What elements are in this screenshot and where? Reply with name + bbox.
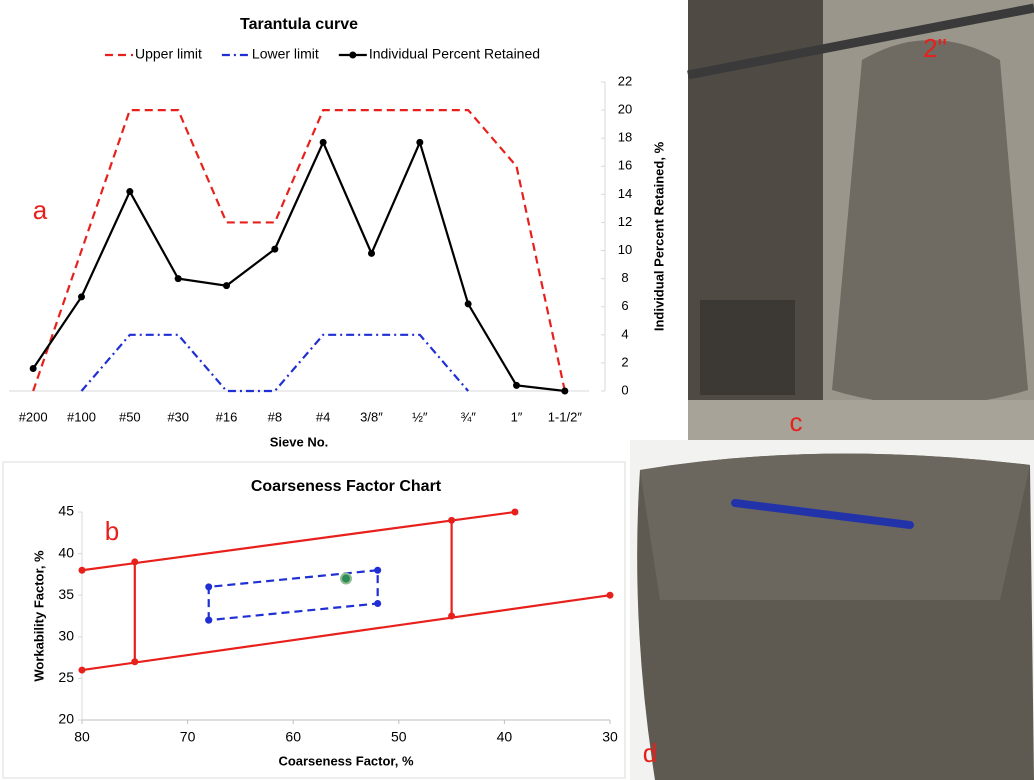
- point: [271, 245, 279, 253]
- point: [513, 381, 520, 389]
- y-tick-label: 10: [618, 242, 632, 257]
- point: [464, 300, 472, 308]
- point: [340, 572, 352, 585]
- x-tick-label: #30: [167, 409, 189, 424]
- chart-title: Coarseness Factor Chart: [251, 478, 442, 495]
- annotation: 2": [923, 33, 947, 63]
- series-line: [207, 569, 379, 622]
- x-tick-label: ¾″: [460, 409, 476, 424]
- point: [174, 275, 182, 283]
- series-line: [32, 108, 566, 392]
- panel-letter: b: [105, 516, 119, 546]
- y-tick-label: 35: [58, 586, 74, 602]
- point: [606, 591, 614, 599]
- x-tick-label: 1-1/2″: [548, 409, 583, 424]
- panel-letter: d: [643, 738, 657, 768]
- point: [78, 666, 86, 674]
- y-tick-label: 14: [618, 186, 632, 201]
- y-tick-label: 25: [58, 669, 74, 685]
- y-tick-label: 0: [621, 382, 628, 397]
- x-tick-label: 80: [74, 729, 90, 745]
- x-axis-label: Sieve No.: [270, 434, 329, 449]
- x-tick-label: #4: [316, 409, 330, 424]
- point: [78, 293, 85, 301]
- pen: [731, 499, 914, 529]
- y-axis-label: Workability Factor, %: [31, 550, 46, 682]
- point: [131, 658, 139, 666]
- x-axis-label: Coarseness Factor, %: [278, 753, 414, 768]
- point: [561, 387, 569, 395]
- point: [78, 566, 86, 574]
- panel-letter: c: [790, 407, 803, 437]
- x-tick-label: 40: [497, 729, 513, 745]
- cube-top: [640, 453, 1030, 600]
- y-tick-label: 45: [58, 503, 74, 519]
- point: [131, 558, 139, 566]
- panel-letter: a: [33, 195, 48, 225]
- x-tick-label: ½″: [412, 409, 428, 424]
- legend-marker: [349, 51, 357, 59]
- y-tick-label: 16: [618, 158, 632, 173]
- y-tick-label: 12: [618, 214, 632, 229]
- point: [448, 516, 456, 524]
- y-tick-label: 4: [621, 326, 628, 341]
- series-line: [80, 333, 470, 393]
- point: [374, 566, 382, 574]
- x-tick-label: #8: [268, 409, 282, 424]
- x-tick-label: 30: [602, 729, 618, 745]
- y-tick-label: 6: [621, 298, 628, 313]
- point: [416, 138, 424, 146]
- series-line: [32, 139, 565, 393]
- photo-slump-cone: 2" c: [687, 0, 1034, 440]
- point: [374, 600, 382, 608]
- y-tick-label: 22: [618, 73, 632, 88]
- x-tick-label: 50: [391, 729, 407, 745]
- series-line: [81, 510, 516, 572]
- x-tick-label: #16: [216, 409, 238, 424]
- y-tick-label: 20: [618, 102, 632, 117]
- x-tick-label: #200: [19, 409, 48, 424]
- x-tick-label: #100: [67, 409, 96, 424]
- chart-title: Tarantula curve: [240, 16, 358, 33]
- point: [29, 365, 37, 373]
- x-tick-label: #50: [119, 409, 141, 424]
- y-tick-label: 8: [621, 270, 628, 285]
- series-line: [81, 594, 611, 672]
- floor: [688, 400, 1034, 440]
- y-tick-label: 18: [618, 130, 632, 145]
- point: [126, 188, 134, 196]
- point: [205, 616, 213, 624]
- x-tick-label: 70: [180, 729, 196, 745]
- point: [511, 508, 519, 516]
- panel-frame: [2, 461, 626, 779]
- legend-label: Lower limit: [252, 46, 319, 62]
- legend-label: Individual Percent Retained: [369, 46, 540, 62]
- point: [319, 138, 327, 146]
- point: [223, 282, 230, 290]
- point: [448, 612, 456, 620]
- cone: [832, 40, 1028, 405]
- x-tick-label: 1″: [511, 409, 523, 424]
- chart: Tarantula curve a #200 #100 #50 #30 #16 #8 #4 3/8…: [9, 16, 666, 449]
- y-tick-label: 30: [58, 628, 74, 644]
- y-tick-label: 20: [58, 711, 74, 727]
- point: [205, 583, 213, 591]
- legend-label: Upper limit: [135, 46, 202, 62]
- y-tick-label: 2: [621, 354, 628, 369]
- x-tick-label: 60: [285, 729, 301, 745]
- bucket-handle: [700, 300, 795, 395]
- y-axis-label: Individual Percent Retained, %: [651, 141, 666, 331]
- rod: [687, 3, 1034, 80]
- photo-cube: d: [630, 440, 1034, 780]
- x-tick-label: 3/8″: [360, 409, 383, 424]
- y-tick-label: 40: [58, 544, 74, 560]
- point: [368, 249, 375, 257]
- chart: Coarseness Factor Chart b 80 70 60 50 40 30 20 25…: [31, 478, 618, 768]
